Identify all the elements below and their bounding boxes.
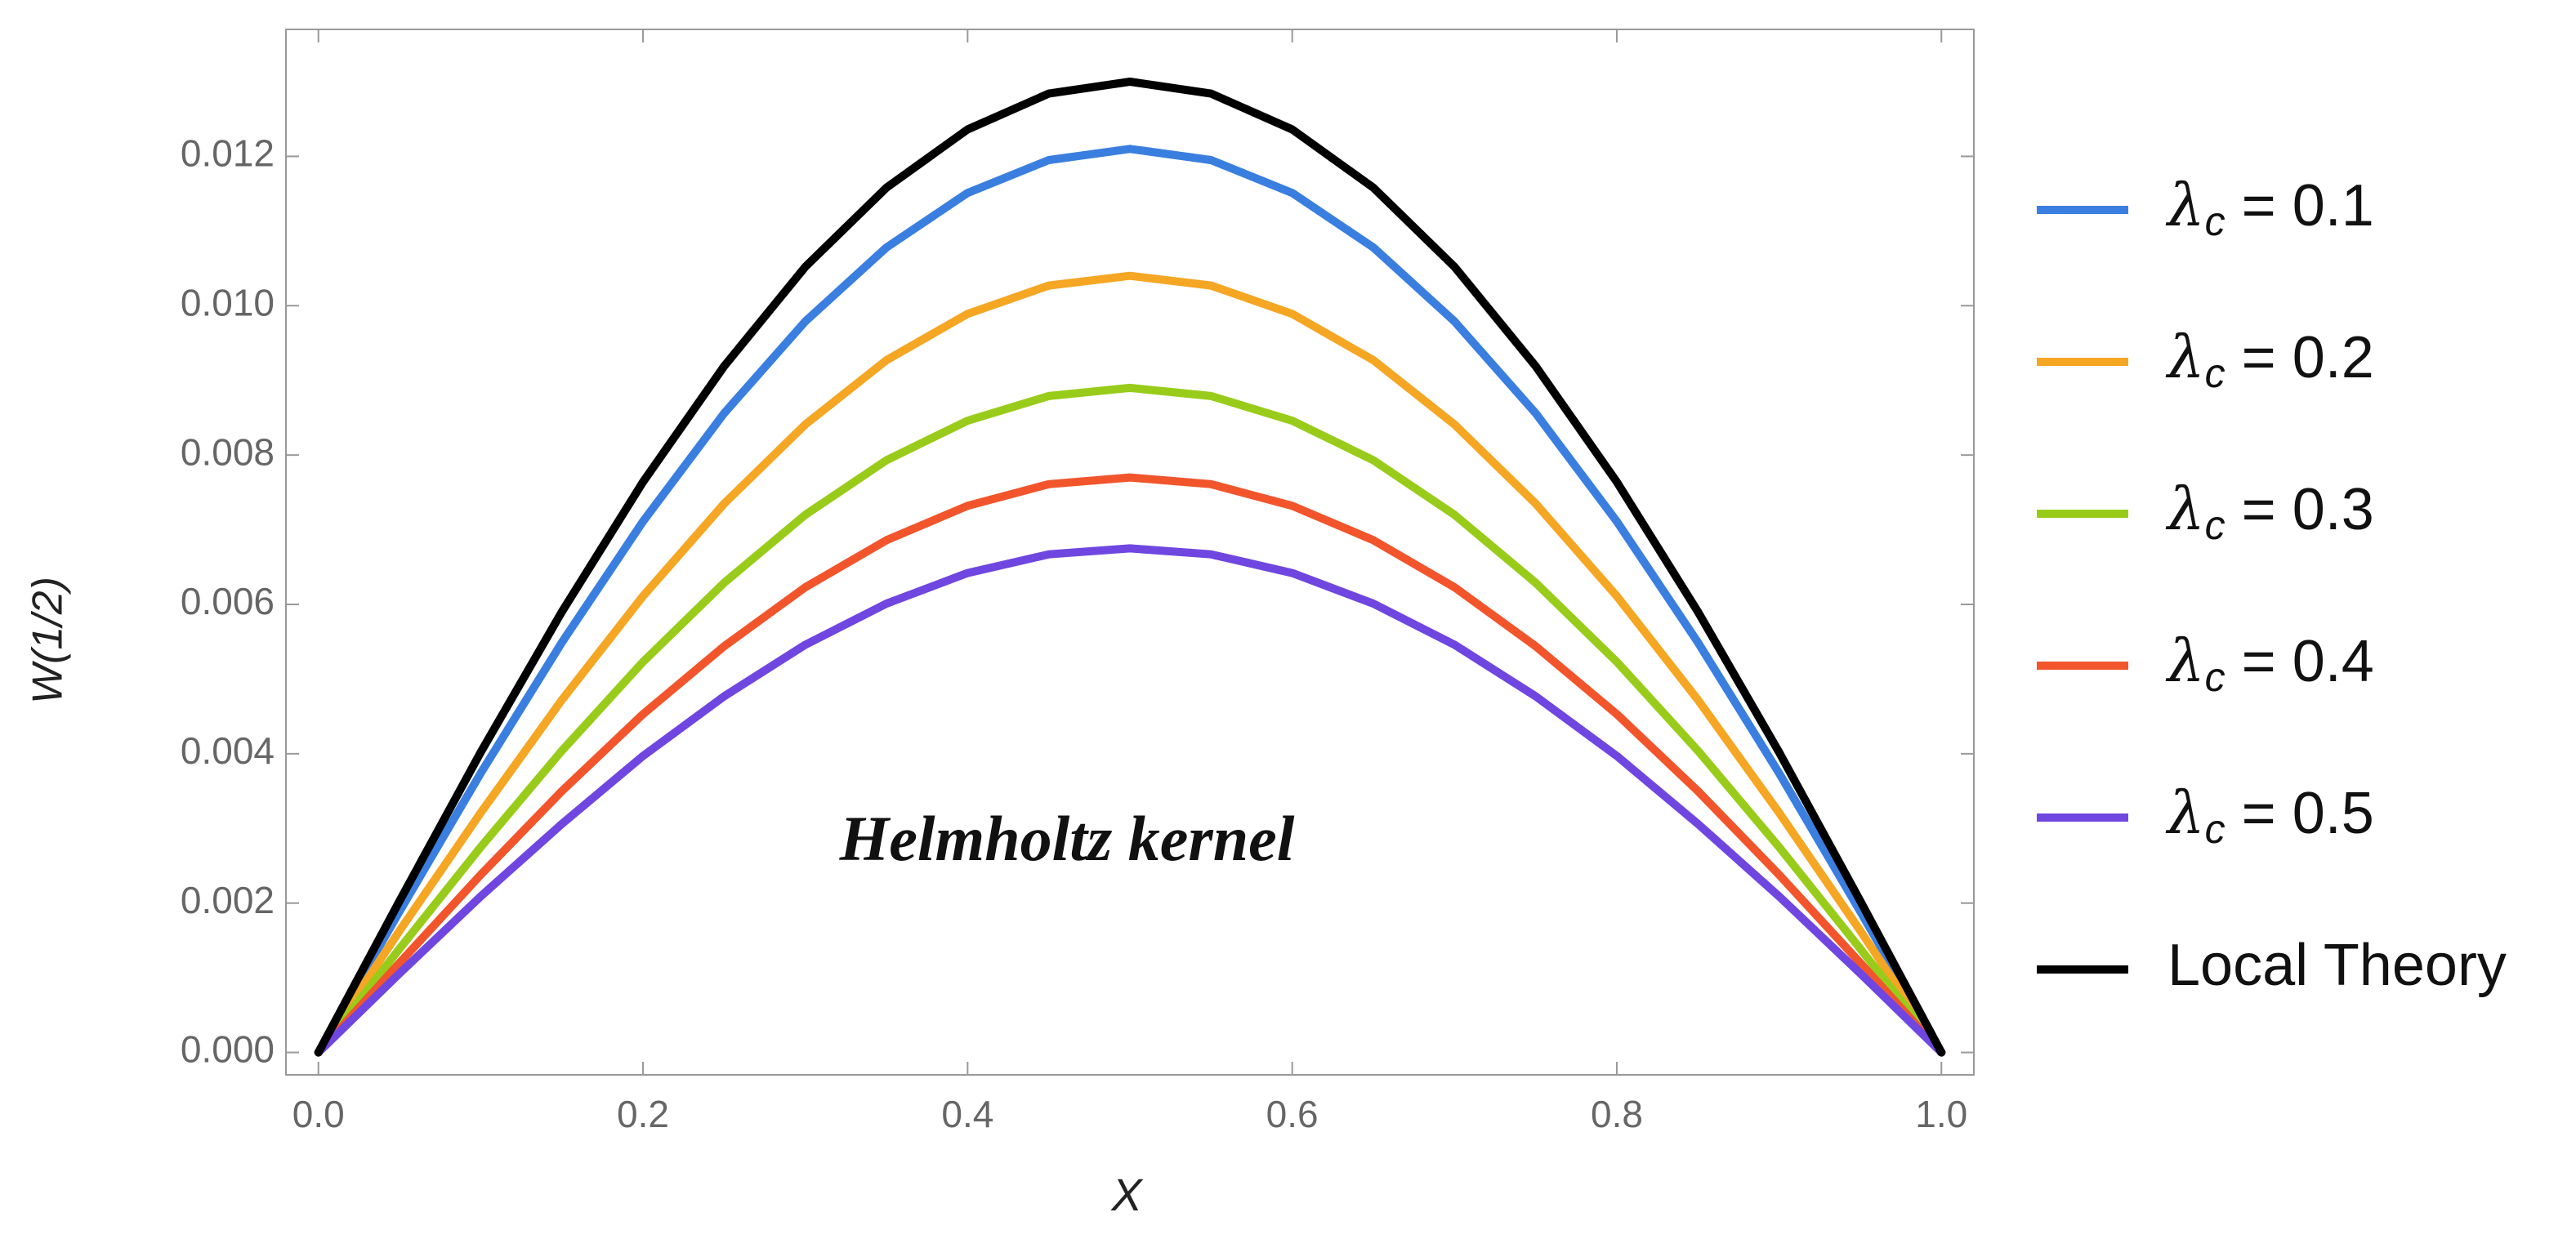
y-tick-label: 0.006 bbox=[181, 580, 275, 622]
legend-symbol: λ bbox=[2165, 475, 2205, 543]
x-tick-label: 0.4 bbox=[941, 1093, 993, 1135]
legend-symbol: λ bbox=[2165, 323, 2205, 391]
x-tick-label: 1.0 bbox=[1915, 1093, 1967, 1135]
legend-rest: = 0.1 bbox=[2226, 173, 2374, 238]
x-tick-label: 0.6 bbox=[1266, 1093, 1319, 1135]
legend-subscript: c bbox=[2205, 654, 2226, 700]
legend-subscript: c bbox=[2205, 350, 2226, 396]
y-axis-label: W(1/2) bbox=[25, 577, 72, 704]
legend-subscript: c bbox=[2205, 198, 2226, 244]
y-tick-label: 0.002 bbox=[181, 879, 275, 921]
y-tick-label: 0.010 bbox=[181, 281, 275, 323]
y-tick-label: 0.008 bbox=[181, 430, 275, 473]
legend-subscript: c bbox=[2205, 806, 2226, 852]
series-line bbox=[314, 544, 1946, 1057]
series-line bbox=[314, 473, 1946, 1057]
x-tick-label: 0.2 bbox=[617, 1093, 669, 1135]
x-axis-label: X bbox=[1109, 1169, 1144, 1220]
legend-rest: = 0.2 bbox=[2226, 325, 2374, 390]
series-line bbox=[314, 78, 1946, 1057]
y-tick-label: 0.004 bbox=[181, 729, 275, 772]
x-tick-label: 0.0 bbox=[292, 1093, 345, 1135]
series-line bbox=[314, 383, 1946, 1057]
legend-rest: = 0.5 bbox=[2226, 781, 2374, 846]
legend-symbol: λ bbox=[2165, 778, 2205, 847]
legend-label: λc = 0.5 bbox=[2165, 778, 2374, 852]
series-line bbox=[314, 271, 1946, 1057]
legend-label: Local Theory bbox=[2168, 933, 2507, 998]
legend-rest: = 0.3 bbox=[2226, 477, 2374, 542]
plot-frame bbox=[285, 29, 1975, 1076]
legend-label: λc = 0.1 bbox=[2165, 171, 2374, 244]
annotation: Helmholtz kernel bbox=[839, 803, 1295, 874]
x-tick-label: 0.8 bbox=[1591, 1093, 1643, 1135]
legend-symbol: λ bbox=[2165, 171, 2205, 239]
legend-label: λc = 0.3 bbox=[2165, 475, 2374, 548]
series-line bbox=[314, 145, 1946, 1057]
legend-rest: = 0.4 bbox=[2226, 629, 2374, 694]
legend-label: λc = 0.2 bbox=[2165, 323, 2374, 396]
y-tick-label: 0.012 bbox=[181, 132, 275, 175]
y-tick-label: 0.000 bbox=[181, 1028, 275, 1071]
legend-subscript: c bbox=[2205, 502, 2226, 548]
legend-label: λc = 0.4 bbox=[2165, 626, 2374, 700]
legend-symbol: λ bbox=[2165, 626, 2205, 695]
